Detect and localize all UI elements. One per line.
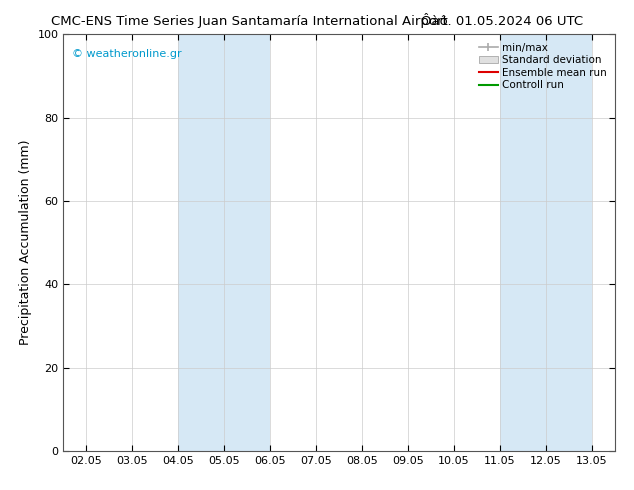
Y-axis label: Precipitation Accumulation (mm): Precipitation Accumulation (mm) xyxy=(19,140,32,345)
Legend: min/max, Standard deviation, Ensemble mean run, Controll run: min/max, Standard deviation, Ensemble me… xyxy=(476,40,610,94)
Text: CMC-ENS Time Series Juan Santamaría International Airport: CMC-ENS Time Series Juan Santamaría Inte… xyxy=(51,15,448,28)
Text: Ôàô. 01.05.2024 06 UTC: Ôàô. 01.05.2024 06 UTC xyxy=(421,15,583,28)
Bar xyxy=(500,34,592,451)
Text: © weatheronline.gr: © weatheronline.gr xyxy=(72,49,181,59)
Bar xyxy=(178,34,270,451)
